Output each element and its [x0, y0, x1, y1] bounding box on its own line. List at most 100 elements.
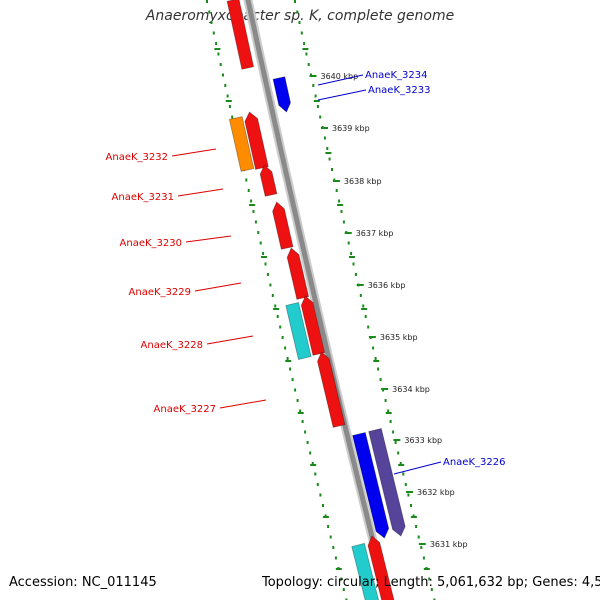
inner-dot	[430, 588, 433, 591]
inner-dot	[307, 63, 310, 66]
outer-dot	[212, 31, 215, 35]
outer-dot	[222, 73, 224, 77]
inner-dot	[402, 472, 405, 476]
inner-dot	[420, 546, 423, 549]
gene-block-3230[interactable]	[272, 201, 294, 250]
gene-label-anaek-3233[interactable]: AnaeK_3233	[368, 85, 430, 96]
ring-dash	[385, 412, 392, 414]
inner-dot	[364, 315, 367, 318]
ring-dash	[337, 204, 344, 206]
outer-dot	[259, 241, 262, 245]
inner-dot	[394, 441, 397, 444]
outer-dot	[304, 430, 307, 434]
outer-dot	[286, 357, 289, 360]
ring-dash	[325, 152, 332, 154]
inner-dot	[417, 535, 420, 539]
outer-dot	[309, 451, 312, 455]
gene-block-cyan[interactable]	[285, 302, 312, 360]
gene-label-anaek-3230[interactable]: AnaeK_3230	[120, 238, 182, 249]
inner-dot	[298, 21, 301, 24]
inner-dot	[379, 378, 382, 381]
outer-dot	[271, 294, 274, 297]
inner-dot	[372, 346, 375, 350]
inner-dot	[422, 556, 425, 560]
outer-dot	[217, 52, 220, 56]
inner-dot	[399, 462, 402, 465]
outer-dot	[340, 577, 343, 581]
gene-label-anaek-3229[interactable]: AnaeK_3229	[129, 287, 191, 298]
gene-labels[interactable]: AnaeK_3234 AnaeK_3233 AnaeK_3232 AnaeK_3231…	[106, 70, 506, 475]
inner-dot	[338, 199, 341, 203]
outer-dot	[316, 483, 319, 486]
outer-dot	[228, 105, 231, 108]
gene-label-leader	[317, 89, 367, 101]
outer-dot	[284, 346, 287, 350]
gene-label-anaek-3226[interactable]: AnaeK_3226	[443, 457, 505, 468]
gene-label-leader	[177, 188, 224, 197]
inner-dot	[323, 136, 326, 140]
gene-block-3226a[interactable]	[352, 432, 390, 539]
inner-dot	[347, 241, 350, 245]
kbp-tick-label: 3635 kbp	[380, 333, 418, 342]
ring-dash	[297, 412, 304, 414]
genome-backbone	[243, 0, 393, 600]
gene-block-3226b[interactable]	[368, 428, 406, 537]
ring-dash	[285, 360, 292, 362]
gene-label-leader	[206, 335, 254, 345]
ring-dash	[249, 204, 256, 206]
gene-features[interactable]	[226, 0, 406, 600]
inner-dot	[367, 325, 370, 329]
inner-dot	[300, 31, 303, 35]
inner-dot	[428, 577, 431, 581]
inner-dot	[350, 252, 353, 255]
gene-label-anaek-3232[interactable]: AnaeK_3232	[106, 152, 168, 163]
ring-dash	[302, 48, 309, 50]
gene-label-anaek-3228[interactable]: AnaeK_3228	[141, 340, 203, 351]
gene-block-3232[interactable]	[244, 111, 269, 170]
outer-dot	[314, 472, 317, 476]
gene-block-orange[interactable]	[228, 116, 255, 172]
gene-block-top[interactable]	[226, 0, 255, 70]
outer-dot	[262, 252, 265, 255]
inner-dot	[312, 84, 315, 87]
kbp-tick-label: 3638 kbp	[344, 177, 382, 186]
gene-label-anaek-3234[interactable]: AnaeK_3234	[365, 70, 427, 81]
ring-dash	[335, 568, 342, 570]
inner-dot	[433, 598, 436, 600]
inner-dot	[331, 168, 333, 171]
outer-dot	[250, 199, 253, 203]
gene-block-3227[interactable]	[317, 351, 346, 428]
gene-label-leader	[317, 74, 364, 86]
gene-block-3228[interactable]	[300, 295, 326, 356]
outer-dot	[311, 462, 314, 465]
outer-dot	[334, 556, 337, 560]
inner-dot	[354, 273, 357, 276]
inner-dot	[335, 189, 338, 192]
gene-block-3231[interactable]	[259, 164, 278, 197]
ring-dash	[373, 360, 380, 362]
outer-dot	[224, 84, 227, 87]
gene-block-bottom[interactable]	[367, 535, 396, 600]
ring-dash	[313, 100, 320, 102]
ring-dash	[225, 100, 232, 102]
inner-dot	[387, 409, 390, 413]
ring-dash	[261, 256, 267, 258]
ring-dash	[398, 464, 405, 466]
inner-dot	[397, 451, 400, 455]
inner-dot	[314, 94, 317, 98]
outer-dot	[332, 546, 335, 549]
gene-label-leader	[219, 399, 267, 409]
outer-dot	[291, 378, 294, 381]
gene-label-anaek-3231[interactable]: AnaeK_3231	[112, 192, 174, 203]
gene-block-3229[interactable]	[286, 247, 310, 300]
gene-block-cyan-bottom[interactable]	[351, 542, 381, 600]
inner-dot	[362, 304, 365, 308]
kbp-tick-label: 3633 kbp	[404, 436, 442, 445]
outer-dot	[289, 367, 292, 371]
inner-dot	[319, 115, 322, 119]
kbp-tick-label: 3637 kbp	[356, 229, 394, 238]
gene-block-3234[interactable]	[272, 76, 291, 113]
gene-label-anaek-3227[interactable]: AnaeK_3227	[154, 404, 216, 415]
inner-dot	[316, 105, 319, 108]
gene-label-leader	[171, 148, 217, 157]
